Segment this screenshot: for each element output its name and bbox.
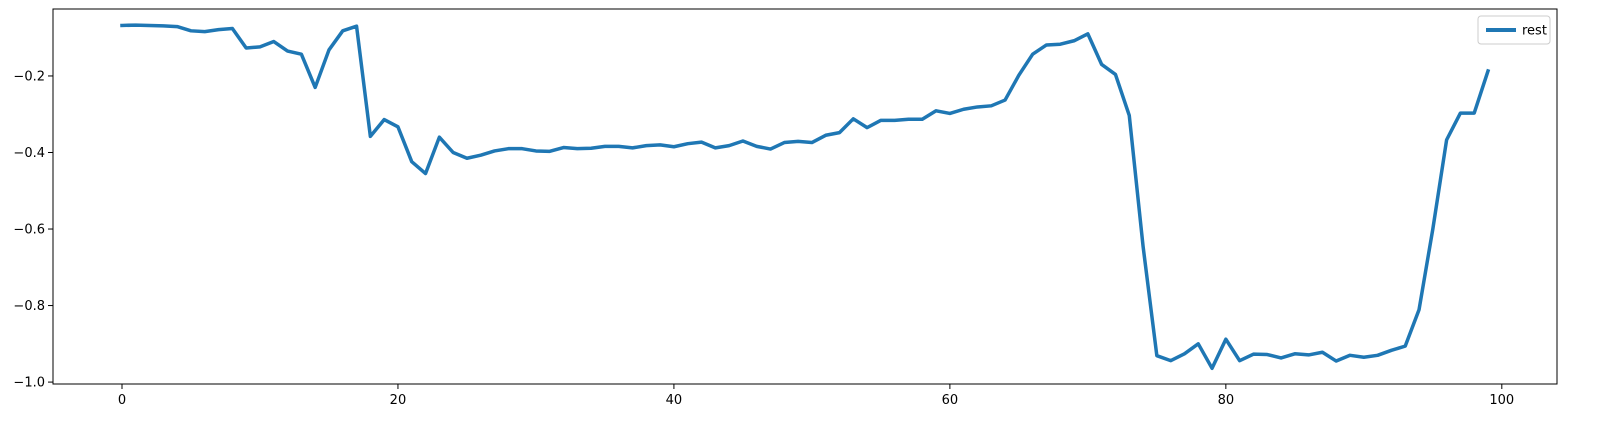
series-layer — [120, 23, 1491, 371]
y-axis: −1.0 −0.8 −0.6 −0.4 −0.2 — [13, 69, 53, 391]
x-tick-label: 20 — [390, 393, 407, 408]
x-tick-label: 60 — [942, 393, 959, 408]
series-line-rest — [120, 23, 1491, 371]
y-tick-label: −0.2 — [13, 69, 45, 84]
x-axis: 0 20 40 60 80 100 — [118, 384, 1514, 408]
plot-frame — [52, 8, 1558, 385]
x-tick-label: 100 — [1489, 393, 1514, 408]
legend-label-rest: rest — [1522, 24, 1547, 39]
x-tick-label: 80 — [1218, 393, 1235, 408]
y-tick-label: −1.0 — [13, 376, 45, 391]
y-tick-label: −0.6 — [13, 223, 45, 238]
y-tick-label: −0.4 — [13, 146, 45, 161]
y-tick-label: −0.8 — [13, 299, 45, 314]
x-tick-label: 40 — [666, 393, 683, 408]
x-tick-label: 0 — [118, 393, 126, 408]
legend: rest — [1477, 15, 1551, 45]
